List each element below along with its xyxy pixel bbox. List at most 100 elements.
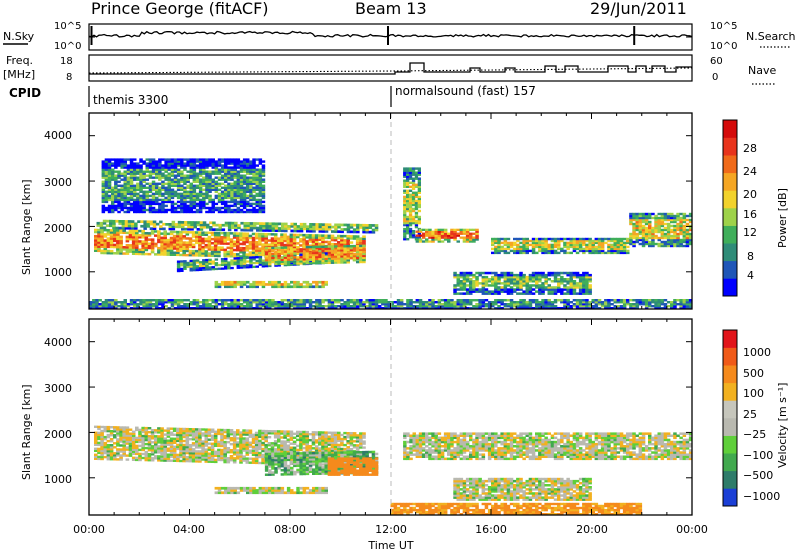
heatmap-cell [600,303,605,306]
heatmap-cell [528,243,533,247]
heatmap-cell [638,242,643,246]
heatmap-cell [541,251,545,255]
heatmap-cell [346,303,350,306]
heatmap-cell [147,232,152,235]
heatmap-cell [356,250,360,254]
heatmap-cell [453,236,457,239]
heatmap-cell [224,194,228,198]
heatmap-cell [217,188,222,191]
heatmap-cell [641,228,646,232]
heatmap-cell [280,252,285,255]
heatmap-cell [560,275,564,279]
heatmap-cell [242,258,247,261]
heatmap-cell [129,172,134,175]
heatmap-cell [566,303,570,306]
heatmap-cell [142,301,146,304]
heatmap-cell [129,174,134,177]
heatmap-cell [359,226,363,229]
heatmap-cell [179,230,183,234]
heatmap-cell [312,259,316,263]
heatmap-cell [660,242,665,246]
heatmap-cell [399,299,404,302]
heatmap-cell [126,170,131,173]
heatmap-cell [644,236,649,240]
heatmap-cell [111,172,115,175]
heatmap-cell [679,307,683,310]
heatmap-cell [346,239,350,242]
heatmap-cell [685,228,690,232]
heatmap-cell [538,278,542,281]
heatmap-cell [284,224,288,228]
heatmap-cell [251,245,256,248]
heatmap-cell [189,263,193,266]
heatmap-cell [299,253,303,256]
heatmap-cell [217,178,222,181]
heatmap-cell [252,162,256,165]
heatmap-cell [582,273,586,277]
power-ytick-4000: 4000 [44,129,72,142]
heatmap-cell [459,275,464,279]
heatmap-cell [607,249,611,253]
heatmap-cell [145,307,149,310]
heatmap-cell [171,227,176,231]
heatmap-cell [151,210,156,214]
heatmap-cell [613,237,617,241]
heatmap-cell [145,162,149,165]
heatmap-cell [191,251,196,255]
heatmap-cell [199,221,204,224]
heatmap-cell [133,303,137,306]
heatmap-cell [538,247,542,251]
heatmap-cell [481,301,486,304]
beam-label: Beam 13 [355,0,427,18]
heatmap-cell [503,275,508,279]
heatmap-cell [230,176,234,179]
heatmap-cell [475,228,479,231]
heatmap-cell [117,210,121,214]
heatmap-cell [509,292,514,295]
heatmap-cell [670,224,674,228]
heatmap-cell [239,249,243,252]
heatmap-cell [173,206,178,210]
heatmap-cell [208,186,212,189]
heatmap-cell [475,282,479,285]
heatmap-cell [289,237,294,241]
heatmap-cell [227,210,231,214]
heatmap-cell [428,303,432,306]
heatmap-cell [246,160,250,163]
heatmap-cell [258,303,263,306]
heatmap-cell [135,233,139,237]
heatmap-cell [293,222,297,226]
heatmap-cell [638,236,643,240]
heatmap-cell [163,234,167,238]
heatmap-cell [230,194,234,198]
heatmap-cell [116,250,120,253]
heatmap-cell [305,260,310,263]
heatmap-cell [239,200,244,204]
heatmap-cell [566,241,570,245]
heatmap-cell [522,247,526,251]
heatmap-cell [352,244,357,248]
heatmap-cell [312,225,316,229]
heatmap-cell [356,223,360,227]
heatmap-cell [176,170,181,173]
heatmap-cell [411,234,416,237]
heatmap-cell [443,232,448,235]
heatmap-cell [563,278,567,281]
heatmap-cell [192,164,197,167]
heatmap-cell [198,268,203,271]
heatmap-cell [318,251,322,255]
heatmap-cell [676,232,680,236]
heatmap-cell [176,174,181,177]
heatmap-cell [204,237,209,241]
heatmap-cell [553,278,558,281]
heatmap-cell [440,303,445,306]
heatmap-cell [242,260,247,263]
heatmap-cell [635,238,639,242]
heatmap-cell [151,180,156,183]
power-heatmap [89,158,693,310]
heatmap-cell [588,286,592,289]
heatmap-cell [500,286,504,289]
heatmap-cell [139,208,143,212]
heatmap-cell [155,162,159,165]
heatmap-cell [261,206,266,210]
